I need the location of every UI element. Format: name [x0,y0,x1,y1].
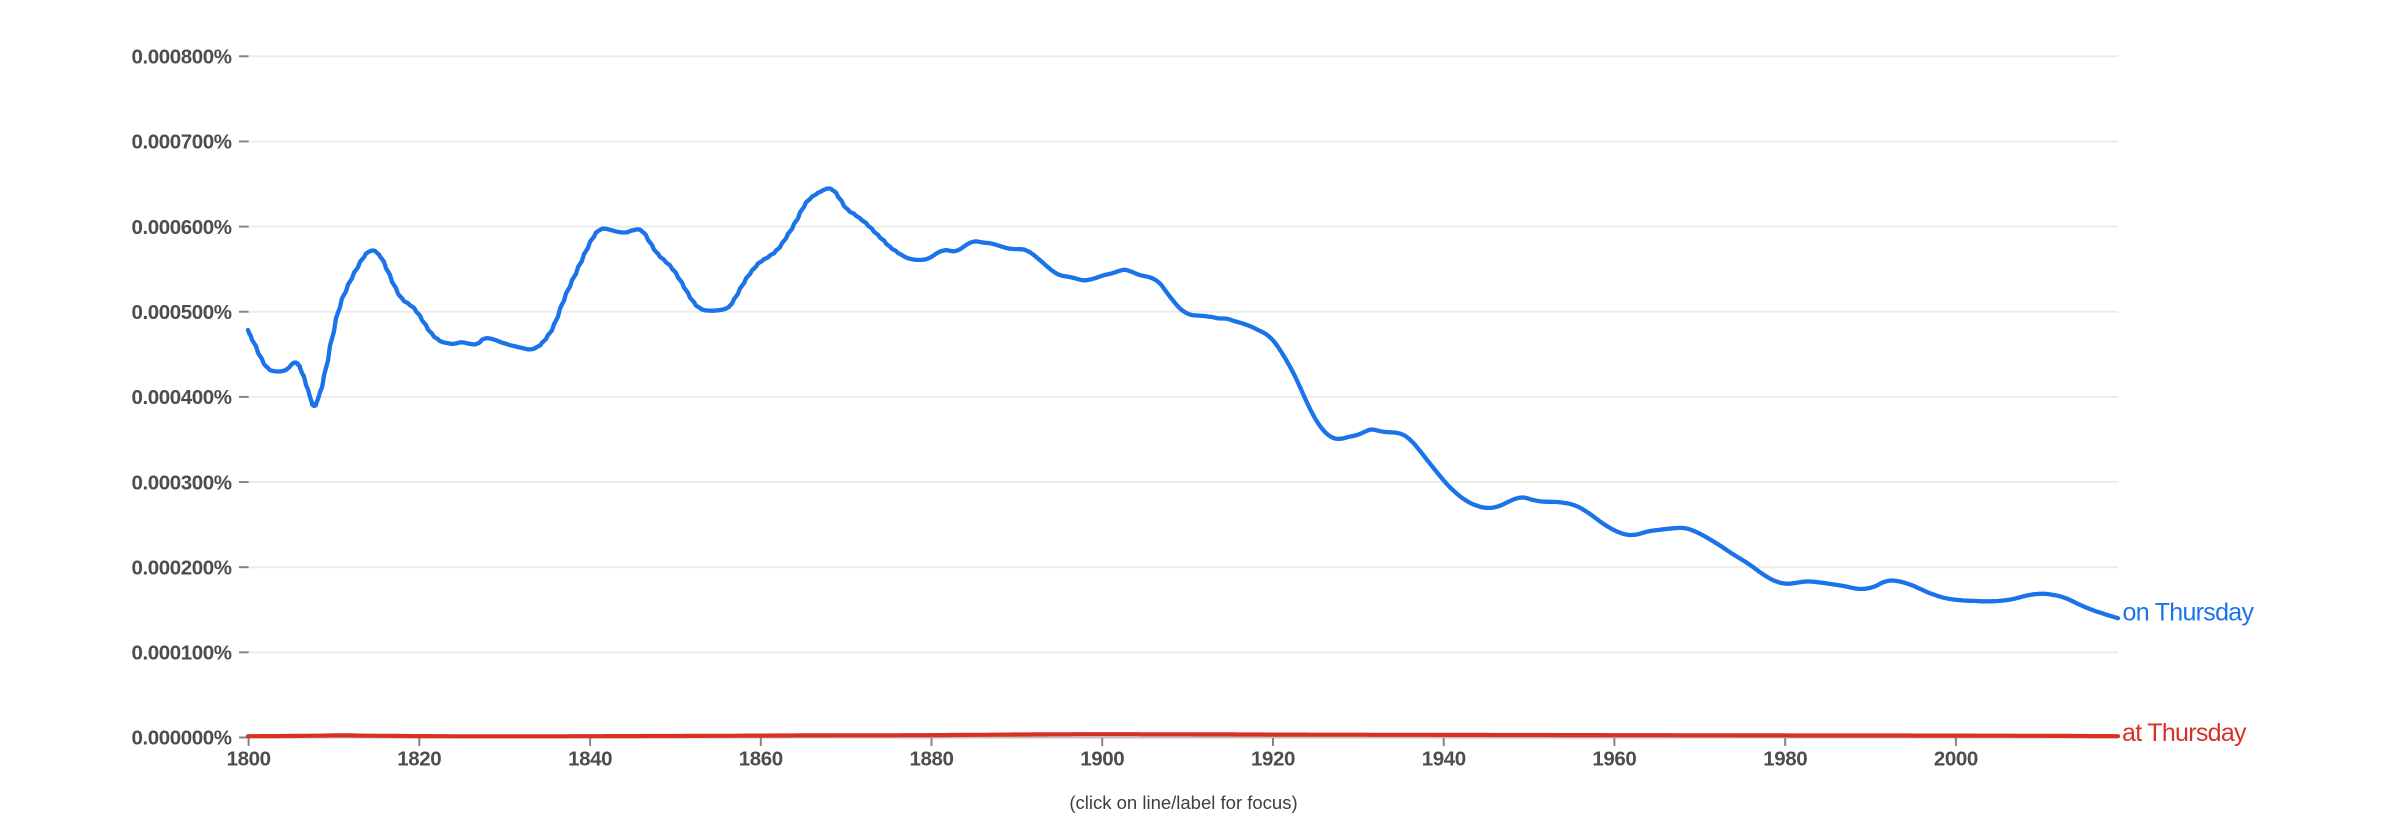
svg-text:0.000500%: 0.000500% [131,301,231,324]
svg-text:1880: 1880 [909,748,953,771]
svg-text:0.000300%: 0.000300% [131,471,231,494]
svg-text:0.000000%: 0.000000% [131,727,231,750]
svg-text:1820: 1820 [397,748,441,771]
svg-text:1800: 1800 [227,748,271,771]
svg-text:0.000100%: 0.000100% [131,642,231,665]
svg-text:0.000600%: 0.000600% [131,216,231,239]
svg-text:1940: 1940 [1422,748,1466,771]
svg-text:(click on line/label for focus: (click on line/label for focus) [1069,792,1297,813]
svg-text:0.000700%: 0.000700% [131,131,231,154]
svg-text:0.000800%: 0.000800% [131,46,231,69]
svg-text:1980: 1980 [1763,748,1807,771]
svg-text:1960: 1960 [1592,748,1636,771]
svg-text:1900: 1900 [1080,748,1124,771]
svg-text:on Thursday: on Thursday [2123,599,2255,627]
svg-text:1860: 1860 [739,748,783,771]
svg-text:2000: 2000 [1934,748,1978,771]
svg-text:at Thursday: at Thursday [2122,719,2247,747]
svg-text:1920: 1920 [1251,748,1295,771]
svg-text:0.000400%: 0.000400% [131,386,231,409]
svg-text:1840: 1840 [568,748,612,771]
svg-text:0.000200%: 0.000200% [131,556,231,579]
